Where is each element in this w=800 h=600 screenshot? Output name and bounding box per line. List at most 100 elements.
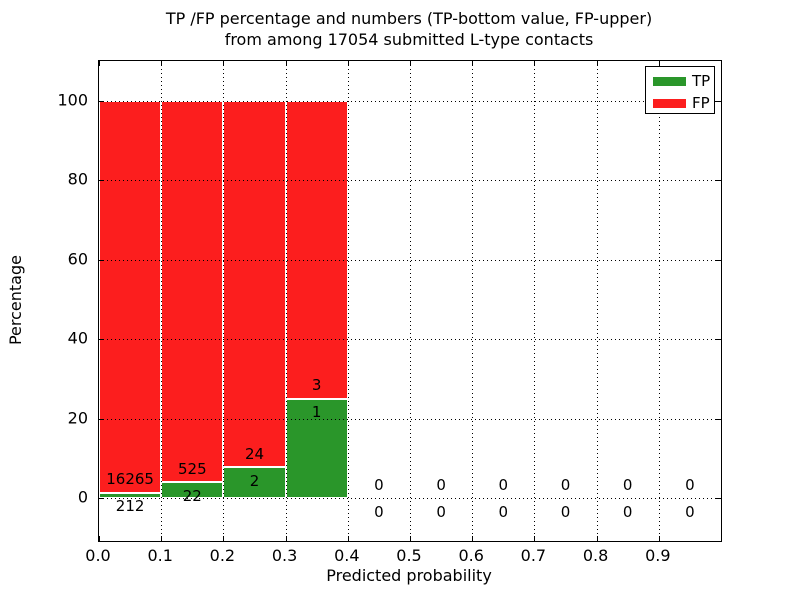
y-tick-label: 100: [57, 90, 88, 110]
vertical-gridline: [534, 61, 536, 541]
grid-layer: [99, 61, 721, 541]
chart-title: TP /FP percentage and numbers (TP-bottom…: [98, 8, 720, 50]
tp-count-label: 22: [182, 486, 202, 505]
y-tick-label: 60: [67, 249, 88, 269]
x-tick-mark: [347, 536, 349, 541]
x-tick-mark: [596, 536, 598, 541]
fp-count-label: 0: [374, 475, 384, 494]
fp-count-label: 24: [244, 444, 265, 463]
legend-label-tp: TP: [692, 72, 711, 90]
y-tick-mark-right: [716, 180, 721, 182]
fp-count-label: 0: [560, 475, 571, 494]
horizontal-gridline: [99, 418, 721, 420]
bars-layer: [99, 61, 721, 541]
tp-bar-segment: [99, 492, 162, 498]
tp-count-label: 1: [311, 403, 322, 422]
x-tick-mark-top: [99, 61, 100, 66]
chart-title-line2: from among 17054 submitted L-type contac…: [224, 30, 594, 49]
x-tick-label: 0.8: [582, 546, 609, 565]
y-tick-label: 80: [67, 169, 88, 189]
horizontal-gridline: [99, 259, 721, 261]
fp-count-label: 16265: [106, 470, 154, 489]
vertical-gridline: [161, 61, 163, 541]
vertical-gridline: [658, 61, 660, 541]
fp-count-label: 0: [622, 475, 633, 494]
bar-count-labels-layer: 16265 212 525 22 24 2 3 1 0 0 0 0 0 0 0 0 0 0 0 0: [99, 61, 721, 541]
fp-color-swatch: [653, 99, 686, 108]
x-tick-mark: [99, 536, 100, 541]
fp-count-label: 3: [311, 376, 322, 395]
tp-count-label: 0: [498, 502, 509, 521]
x-tick-mark-top: [285, 61, 287, 66]
x-tick-mark: [285, 536, 287, 541]
y-tick-mark-right: [716, 101, 721, 102]
x-tick-label: 0.1: [147, 546, 173, 565]
y-tick-mark: [99, 259, 104, 261]
legend: TP FP: [645, 66, 715, 114]
vertical-gridline: [347, 61, 349, 541]
fp-bar-segment: [161, 101, 224, 483]
horizontal-gridline: [99, 101, 721, 102]
x-axis-label: Predicted probability: [326, 566, 492, 585]
tp-color-swatch: [653, 77, 686, 86]
y-tick-label: 20: [67, 408, 88, 428]
legend-label-fp: FP: [692, 94, 710, 112]
tp-count-label: 2: [249, 471, 260, 490]
x-tick-mark-top: [472, 61, 474, 66]
tp-count-label: 0: [685, 502, 695, 521]
y-tick-mark: [99, 418, 104, 420]
y-tick-label: 0: [77, 487, 88, 507]
vertical-gridline: [596, 61, 598, 541]
y-axis-label: Percentage: [6, 255, 25, 346]
legend-item-tp: TP: [646, 71, 714, 91]
x-tick-label: 0.6: [458, 546, 484, 565]
x-tick-label: 0.2: [209, 546, 236, 565]
x-tick-mark-top: [347, 61, 349, 66]
vertical-gridline: [285, 61, 287, 541]
vertical-gridline: [472, 61, 474, 541]
horizontal-gridline: [99, 498, 721, 499]
x-tick-label: 0.5: [396, 546, 422, 565]
x-tick-mark-top: [658, 61, 660, 66]
x-tick-label: 0.4: [334, 546, 360, 565]
tick-marks-layer: [99, 61, 721, 541]
y-tick-mark: [99, 339, 104, 341]
x-tick-mark-top: [596, 61, 598, 66]
plot-area: 16265 212 525 22 24 2 3 1 0 0 0 0 0 0 0 0 0 0 0 0: [98, 60, 722, 542]
x-tick-mark-top: [161, 61, 163, 66]
y-tick-mark: [99, 101, 104, 102]
tp-count-label: 0: [560, 502, 571, 521]
x-tick-mark: [161, 536, 163, 541]
horizontal-gridline: [99, 339, 721, 341]
legend-item-fp: FP: [646, 93, 714, 113]
x-tick-label: 0.3: [271, 546, 298, 565]
x-tick-label: 0.7: [520, 546, 547, 565]
fp-bar-segment: [99, 101, 162, 493]
y-tick-label: 40: [67, 328, 88, 348]
vertical-gridline: [410, 61, 411, 541]
x-tick-mark: [534, 536, 536, 541]
y-tick-mark-right: [716, 498, 721, 499]
fp-count-label: 0: [498, 475, 509, 494]
x-tick-mark-top: [534, 61, 536, 66]
chart-title-line1: TP /FP percentage and numbers (TP-bottom…: [165, 9, 653, 28]
y-tick-mark-right: [716, 259, 721, 261]
x-tick-mark: [410, 536, 411, 541]
x-tick-label: 0.9: [645, 546, 671, 565]
tp-count-label: 0: [622, 502, 633, 521]
y-tick-mark: [99, 498, 104, 499]
y-tick-mark-right: [716, 339, 721, 341]
vertical-gridline: [223, 61, 225, 541]
y-tick-mark: [99, 180, 104, 182]
horizontal-gridline: [99, 180, 721, 182]
fp-count-label: 0: [685, 475, 695, 494]
x-tick-mark: [472, 536, 474, 541]
x-tick-mark: [223, 536, 225, 541]
fp-count-label: 0: [436, 475, 446, 494]
tp-count-label: 212: [115, 497, 145, 516]
x-tick-label: 0.0: [85, 546, 111, 565]
x-tick-mark-top: [410, 61, 411, 66]
tp-count-label: 0: [374, 502, 384, 521]
fp-count-label: 525: [177, 459, 207, 478]
